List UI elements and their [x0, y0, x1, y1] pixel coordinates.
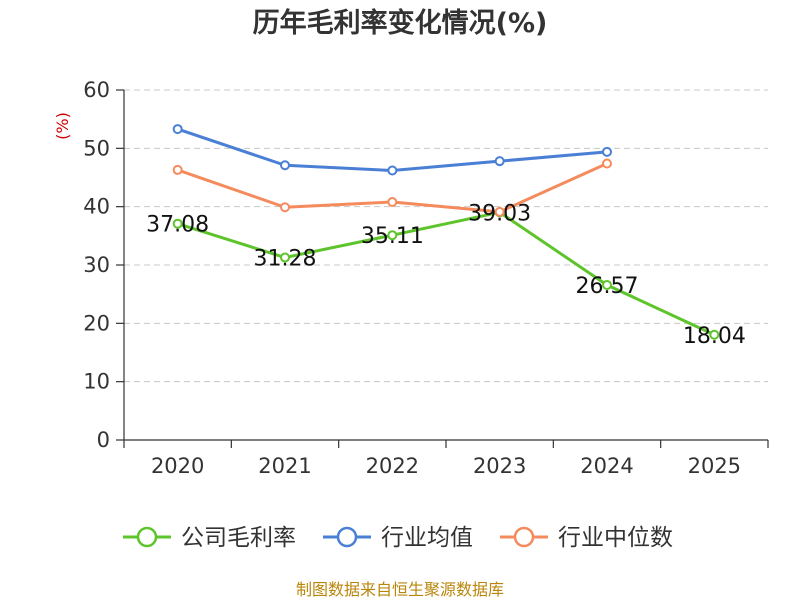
x-tick-label: 2025 — [688, 454, 741, 478]
chart-title: 历年毛利率变化情况(%) — [253, 7, 548, 39]
series-line-1 — [177, 127, 608, 172]
data-point[interactable] — [709, 329, 720, 340]
legend-label: 行业中位数 — [558, 525, 673, 551]
data-point[interactable] — [494, 206, 505, 217]
legend[interactable]: 公司毛利率 行业均值 行业中位数 — [123, 525, 673, 551]
y-tick-label: 50 — [83, 136, 110, 160]
y-tick-label: 60 — [83, 78, 110, 102]
y-tick-label: 10 — [83, 370, 110, 394]
data-label: 26.57 — [576, 274, 639, 299]
legend-label: 公司毛利率 — [181, 525, 296, 551]
data-label: 35.11 — [361, 224, 424, 249]
data-point[interactable] — [602, 146, 612, 157]
legend-item-2[interactable]: 行业中位数 — [500, 525, 673, 551]
data-label: 18.04 — [683, 324, 746, 349]
data-point[interactable] — [172, 164, 183, 175]
data-point[interactable] — [172, 218, 183, 229]
y-tick-label: 40 — [83, 195, 110, 219]
data-point[interactable] — [494, 156, 505, 167]
legend-marker — [136, 526, 158, 548]
legend-item-1[interactable]: 行业均值 — [323, 525, 473, 551]
data-point[interactable] — [172, 124, 183, 135]
legend-marker — [513, 526, 535, 548]
axes: 0 10 20 30 40 50 60 2020 2021 2022 2023 2024 2025 — [83, 78, 769, 478]
data-point[interactable] — [280, 202, 290, 213]
x-tick-label: 2020 — [151, 454, 204, 478]
data-point[interactable] — [387, 230, 398, 241]
data-point[interactable] — [387, 165, 398, 176]
x-tick-label: 2023 — [473, 454, 526, 478]
y-tick-label: 30 — [83, 253, 110, 277]
y-axis-label: (%) — [53, 112, 72, 140]
data-point[interactable] — [602, 280, 612, 291]
data-label: 39.03 — [468, 201, 531, 226]
data-label: 31.28 — [254, 247, 317, 272]
x-tick-label: 2024 — [580, 454, 633, 478]
data-labels: 37.08 31.28 35.11 39.03 26.57 18.04 — [146, 201, 746, 348]
y-tick-label: 20 — [83, 311, 110, 335]
data-label: 37.08 — [146, 213, 209, 238]
data-point[interactable] — [387, 197, 398, 207]
legend-marker — [336, 526, 358, 548]
legend-label: 行业均值 — [381, 525, 473, 551]
series — [172, 124, 720, 340]
data-point[interactable] — [280, 160, 290, 171]
legend-item-0[interactable]: 公司毛利率 — [123, 525, 296, 551]
source-note: 制图数据来自恒生聚源数据库 — [296, 580, 504, 599]
data-point[interactable] — [602, 158, 612, 169]
x-tick-label: 2021 — [258, 454, 311, 478]
x-tick-label: 2022 — [366, 454, 419, 478]
series-line-0 — [177, 210, 715, 337]
data-point[interactable] — [280, 252, 290, 263]
y-tick-label: 0 — [97, 428, 110, 452]
